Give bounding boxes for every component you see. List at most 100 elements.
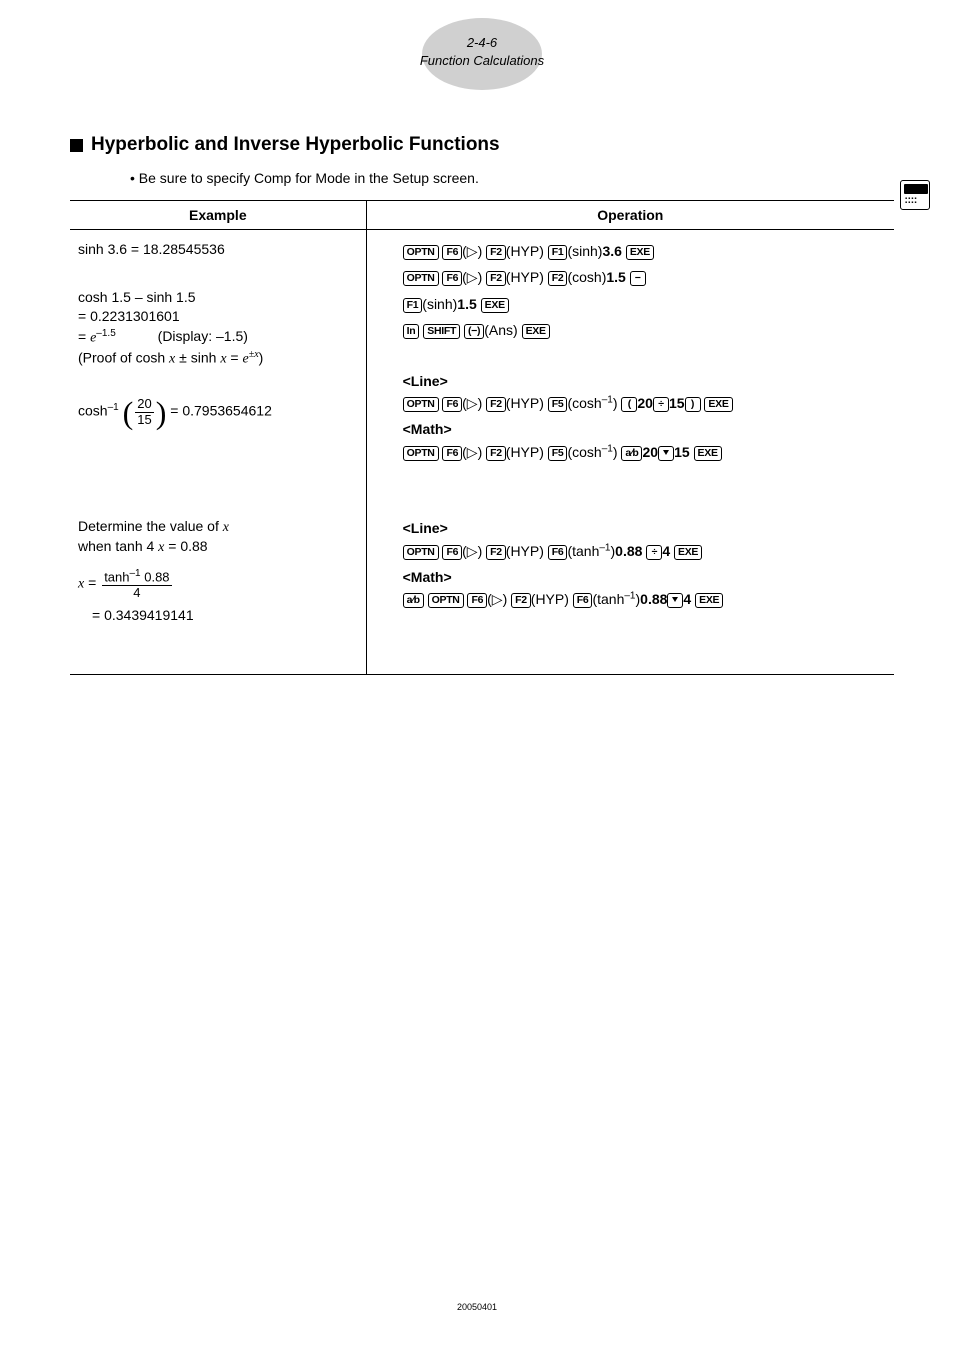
ex4-l1: Determine the value of x xyxy=(78,517,358,538)
label-hyp: (HYP) xyxy=(506,395,544,411)
ex2-l1: cosh 1.5 – sinh 1.5 xyxy=(78,288,358,308)
key-div: ÷ xyxy=(653,397,669,412)
label-tri: (▷) xyxy=(487,591,507,607)
label-tri: (▷) xyxy=(462,543,482,559)
ex1-text: sinh 3.6 = 18.28545536 xyxy=(78,241,225,257)
fn-part: (cosh xyxy=(567,444,601,460)
label-tri: (▷) xyxy=(462,269,482,285)
key-f2: F2 xyxy=(486,397,506,412)
op-row-4: <Line> OPTN F6(▷) F2(HYP) F6(tanh–1)0.88… xyxy=(403,517,886,611)
op2-l2: F1(sinh)1.5 EXE xyxy=(403,293,886,315)
ex4-l2a: when tanh 4 xyxy=(78,538,158,554)
ex3-den: 15 xyxy=(135,413,153,427)
fn-sup: –1 xyxy=(624,591,635,602)
ex4-l3: x = tanh–1 0.884 xyxy=(78,568,358,600)
label-cosh: (cosh) xyxy=(567,269,606,285)
table-header: Example Operation xyxy=(70,201,894,230)
mode-line: <Line> xyxy=(403,517,886,539)
key-exe: EXE xyxy=(695,593,723,608)
key-exe: EXE xyxy=(522,324,550,339)
ex4-num-sup: –1 xyxy=(130,568,141,579)
key-down xyxy=(667,593,683,608)
ex4-frac: tanh–1 0.884 xyxy=(102,568,171,600)
lparen-icon: ( xyxy=(123,395,134,431)
rparen-icon: ) xyxy=(156,395,167,431)
key-f6: F6 xyxy=(442,545,462,560)
key-exe: EXE xyxy=(694,446,722,461)
label-tri: (▷) xyxy=(462,243,482,259)
label-hyp: (HYP) xyxy=(506,243,544,259)
calc-screen-icon xyxy=(904,184,928,194)
val-20b: 20 xyxy=(642,444,658,460)
key-neg: (−) xyxy=(464,324,484,339)
section-title-row: Hyperbolic and Inverse Hyperbolic Functi… xyxy=(70,134,894,156)
key-f6: F6 xyxy=(442,245,462,260)
key-down xyxy=(658,446,674,461)
ex2-l4: (Proof of cosh x ± sinh x = e±x) xyxy=(78,348,358,369)
ex2-l4h: ) xyxy=(259,350,264,366)
mode-math: <Math> xyxy=(403,566,886,588)
key-shift: SHIFT xyxy=(423,324,460,339)
ex3-eq: = 0.7953654612 xyxy=(166,403,272,419)
key-optn: OPTN xyxy=(403,271,439,286)
op3-m1: OPTN F6(▷) F2(HYP) F5(cosh–1) a⁄b2015 EX… xyxy=(403,441,886,463)
ex4-l1a: Determine the value of xyxy=(78,518,223,534)
key-f2: F2 xyxy=(511,593,531,608)
op4-l1: OPTN F6(▷) F2(HYP) F6(tanh–1)0.88 ÷4 EXE xyxy=(403,540,886,562)
op-row-2: OPTN F6(▷) F2(HYP) F2(cosh)1.5 − F1(sinh… xyxy=(403,266,886,341)
examples-table: Example Operation sinh 3.6 = 18.28545536… xyxy=(70,200,894,675)
val-1.5: 1.5 xyxy=(606,269,625,285)
val-4b: 4 xyxy=(683,591,691,607)
fn-part: (cosh xyxy=(567,395,601,411)
key-exe: EXE xyxy=(674,545,702,560)
page-header: 2-4-6 Function Calculations xyxy=(70,16,894,94)
fn-sup: –1 xyxy=(602,394,613,405)
key-minus: − xyxy=(630,271,646,286)
calc-keys-icon: ▪▪▪▪▪▪▪▪ xyxy=(905,197,925,205)
key-exe: EXE xyxy=(704,397,732,412)
key-optn: OPTN xyxy=(403,245,439,260)
label-hyp: (HYP) xyxy=(506,444,544,460)
ex2-l4c: ± sinh xyxy=(175,350,220,366)
key-f6b: F6 xyxy=(573,593,593,608)
ex2-l4a: (Proof of cosh xyxy=(78,350,169,366)
label-sinh: (sinh) xyxy=(567,243,602,259)
label-tri: (▷) xyxy=(462,444,482,460)
label-hyp: (HYP) xyxy=(531,591,569,607)
val-3.6: 3.6 xyxy=(602,243,621,259)
ex3-frac: 2015 xyxy=(135,397,153,427)
fn-part: (tanh xyxy=(592,591,624,607)
key-optn: OPTN xyxy=(428,593,464,608)
label-tri: (▷) xyxy=(462,395,482,411)
op2-l3: In SHIFT (−)(Ans) EXE xyxy=(403,319,886,341)
ex4-eq: = xyxy=(84,575,100,591)
fn-sup: –1 xyxy=(599,542,610,553)
label-tanhinv2: (tanh–1) xyxy=(592,591,640,607)
fn-close: ) xyxy=(613,444,618,460)
label-sinh: (sinh) xyxy=(422,296,457,312)
footer-date: 20050401 xyxy=(0,1302,954,1312)
val-20: 20 xyxy=(637,395,653,411)
key-frac: a⁄b xyxy=(621,446,642,461)
ex-row-4: Determine the value of x when tanh 4 x =… xyxy=(78,517,358,626)
td-example: sinh 3.6 = 18.28545536 cosh 1.5 – sinh 1… xyxy=(70,230,367,674)
key-f6: F6 xyxy=(442,397,462,412)
val-15b: 15 xyxy=(674,444,690,460)
key-f6b: F6 xyxy=(548,545,568,560)
key-f1: F1 xyxy=(548,245,568,260)
key-f5: F5 xyxy=(548,446,568,461)
calculator-icon: ▪▪▪▪▪▪▪▪ xyxy=(900,180,930,210)
th-example: Example xyxy=(70,201,367,229)
ex4-l2: when tanh 4 x = 0.88 xyxy=(78,537,358,558)
th-operation: Operation xyxy=(367,201,894,229)
val-088: 0.88 xyxy=(615,543,642,559)
section-title: Hyperbolic and Inverse Hyperbolic Functi… xyxy=(91,134,500,156)
section-name: Function Calculations xyxy=(70,52,894,70)
key-f2: F2 xyxy=(486,545,506,560)
key-optn: OPTN xyxy=(403,545,439,560)
ex4-num-val: 0.88 xyxy=(141,569,170,584)
ex2-l4e: = xyxy=(227,350,243,366)
ex-row-2: cosh 1.5 – sinh 1.5 = 0.2231301601 = e–1… xyxy=(78,288,358,370)
key-f6: F6 xyxy=(467,593,487,608)
ex4-l4: = 0.3439419141 xyxy=(92,606,358,626)
